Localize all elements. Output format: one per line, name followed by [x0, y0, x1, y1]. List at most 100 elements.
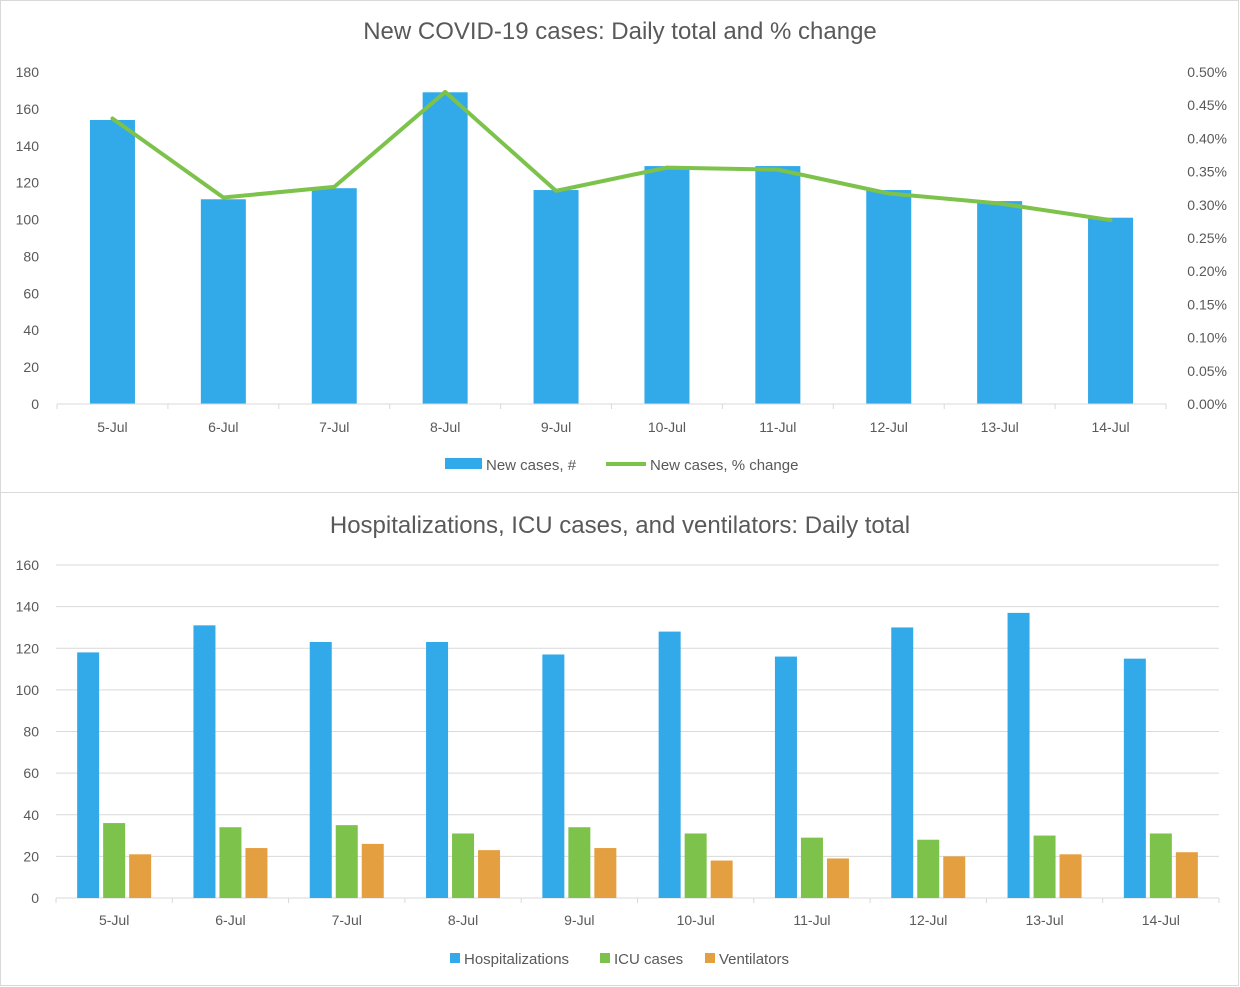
legend-ventilators-swatch: [705, 953, 715, 963]
x-tick-label: 14-Jul: [1142, 912, 1180, 928]
y-right-tick-label: 0.05%: [1187, 363, 1227, 379]
y-right-tick-label: 0.15%: [1187, 296, 1227, 312]
bar-ventilators: [361, 843, 384, 898]
line-point-pct-change: [665, 166, 669, 170]
y-tick-label: 120: [16, 640, 40, 656]
bar-new-cases: [89, 119, 135, 404]
bar-hospitalizations: [193, 625, 216, 898]
x-tick-label: 7-Jul: [319, 419, 349, 435]
line-point-pct-change: [998, 201, 1002, 205]
y-right-tick-label: 0.45%: [1187, 97, 1227, 113]
line-point-pct-change: [443, 90, 447, 94]
x-tick-label: 12-Jul: [909, 912, 947, 928]
x-tick-label: 9-Jul: [541, 419, 571, 435]
bar-ventilators: [710, 860, 733, 898]
x-tick-label: 7-Jul: [332, 912, 362, 928]
bar-hospitalizations: [309, 642, 332, 898]
bar-hospitalizations: [77, 652, 100, 898]
bar-hospitalizations: [891, 627, 914, 898]
bar-icu-cases: [452, 833, 475, 898]
y-right-tick-label: 0.10%: [1187, 330, 1227, 346]
y-tick-label: 20: [23, 848, 39, 864]
bar-ventilators: [1059, 854, 1082, 898]
legend-icu-cases-label: ICU cases: [614, 951, 683, 968]
y-tick-label: 80: [23, 724, 39, 740]
bar-icu-cases: [917, 839, 940, 898]
legend-label-new-cases: New cases, #: [486, 457, 577, 474]
bar-icu-cases: [1149, 833, 1172, 898]
new-cases-chart-panel: New COVID-19 cases: Daily total and % ch…: [0, 0, 1239, 493]
line-point-pct-change: [887, 192, 891, 196]
legend-hospitalizations-label: Hospitalizations: [464, 951, 569, 968]
bar-icu-cases: [800, 837, 823, 898]
bar-icu-cases: [219, 827, 242, 898]
bar-hospitalizations: [426, 642, 449, 898]
bar-new-cases: [200, 199, 246, 404]
legend-label-pct-change: New cases, % change: [650, 457, 798, 474]
y-left-tick-label: 160: [16, 101, 40, 117]
x-tick-label: 13-Jul: [1025, 912, 1063, 928]
x-tick-label: 8-Jul: [430, 419, 460, 435]
x-tick-label: 6-Jul: [215, 912, 245, 928]
line-point-pct-change: [554, 189, 558, 193]
y-right-tick-label: 0.25%: [1187, 230, 1227, 246]
line-point-pct-change: [1109, 218, 1113, 222]
x-tick-label: 8-Jul: [448, 912, 478, 928]
bar-new-cases: [422, 92, 468, 405]
line-point-pct-change: [221, 195, 225, 199]
x-tick-label: 10-Jul: [677, 912, 715, 928]
y-left-tick-label: 120: [16, 175, 40, 191]
bar-new-cases: [977, 201, 1023, 404]
bar-new-cases: [755, 166, 801, 404]
y-tick-label: 160: [16, 557, 40, 573]
y-left-tick-label: 0: [31, 396, 39, 412]
y-right-tick-label: 0.40%: [1187, 130, 1227, 146]
line-point-pct-change: [332, 185, 336, 189]
y-left-tick-label: 80: [23, 248, 39, 264]
bar-ventilators: [594, 848, 617, 898]
bar-icu-cases: [335, 825, 358, 898]
x-tick-label: 14-Jul: [1091, 419, 1129, 435]
bar-icu-cases: [103, 823, 126, 898]
bar-icu-cases: [568, 827, 591, 898]
bar-new-cases: [1088, 217, 1134, 404]
bar-icu-cases: [684, 833, 707, 898]
y-left-tick-label: 40: [23, 322, 39, 338]
y-right-tick-label: 0.50%: [1187, 64, 1227, 80]
bar-ventilators: [1175, 852, 1198, 898]
line-point-pct-change: [110, 116, 114, 120]
x-tick-label: 5-Jul: [97, 419, 127, 435]
hospitalizations-chart-panel: Hospitalizations, ICU cases, and ventila…: [0, 492, 1239, 986]
legend-ventilators-label: Ventilators: [719, 951, 789, 968]
x-tick-label: 11-Jul: [793, 912, 830, 928]
x-tick-label: 13-Jul: [981, 419, 1019, 435]
bar-new-cases: [866, 190, 912, 404]
bar-ventilators: [129, 854, 152, 898]
x-tick-label: 10-Jul: [648, 419, 686, 435]
line-pct-change: [110, 89, 1113, 223]
bar-new-cases: [533, 190, 579, 404]
y-right-tick-label: 0.20%: [1187, 263, 1227, 279]
y-right-tick-label: 0.00%: [1187, 396, 1227, 412]
x-tick-label: 12-Jul: [870, 419, 908, 435]
y-tick-label: 40: [23, 807, 39, 823]
chart-title: New COVID-19 cases: Daily total and % ch…: [363, 18, 877, 45]
x-tick-label: 5-Jul: [99, 912, 129, 928]
bar-hospitalizations: [774, 656, 797, 898]
bar-new-cases: [311, 188, 357, 404]
y-right-tick-label: 0.30%: [1187, 197, 1227, 213]
bar-hospitalizations: [1007, 612, 1030, 898]
x-tick-label: 11-Jul: [759, 419, 796, 435]
y-left-tick-label: 20: [23, 359, 39, 375]
bar-hospitalizations: [658, 631, 681, 898]
bar-new-cases: [644, 166, 690, 404]
legend-hospitalizations-swatch: [450, 953, 460, 963]
x-tick-label: 9-Jul: [564, 912, 594, 928]
y-left-tick-label: 180: [16, 64, 40, 80]
y-left-tick-label: 140: [16, 138, 40, 154]
y-left-tick-label: 100: [16, 212, 40, 228]
y-tick-label: 60: [23, 765, 39, 781]
bar-ventilators: [943, 856, 966, 898]
hospitalizations-chart: Hospitalizations, ICU cases, and ventila…: [16, 512, 1220, 968]
y-tick-label: 100: [16, 682, 40, 698]
